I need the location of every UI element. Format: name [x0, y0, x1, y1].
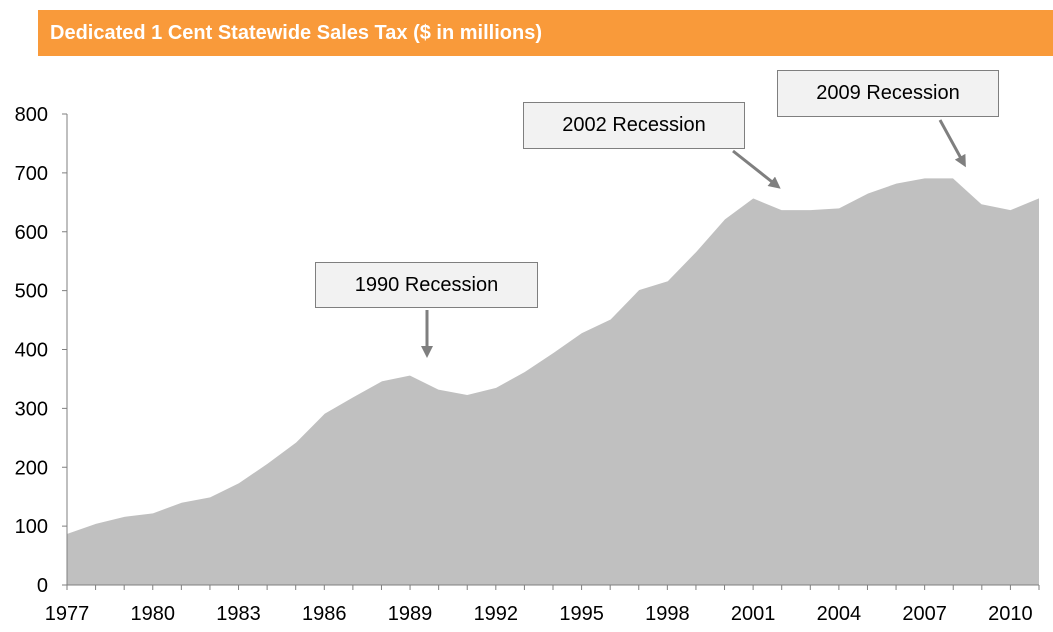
y-tick-label-300: 300	[15, 398, 48, 420]
x-tick-label-1983: 1983	[216, 603, 261, 625]
y-tick-label-100: 100	[15, 516, 48, 538]
y-tick-label-800: 800	[15, 104, 48, 126]
y-tick-label-500: 500	[15, 281, 48, 303]
x-tick-label-1992: 1992	[474, 603, 519, 625]
x-tick-label-2007: 2007	[902, 603, 947, 625]
x-tick-label-1995: 1995	[559, 603, 604, 625]
x-tick-label-1986: 1986	[302, 603, 347, 625]
area-series	[67, 177, 1039, 585]
y-tick-label-0: 0	[37, 575, 48, 597]
callout-2009-recession: 2009 Recession	[777, 70, 999, 117]
chart-title: Dedicated 1 Cent Statewide Sales Tax ($ …	[50, 22, 542, 44]
x-tick-label-1989: 1989	[388, 603, 433, 625]
arrow-2002-recession	[732, 149, 781, 189]
x-tick-label-2001: 2001	[731, 603, 776, 625]
callout-2002-recession: 2002 Recession	[523, 102, 745, 149]
y-tick-label-200: 200	[15, 457, 48, 479]
callout-1990-recession: 1990 Recession	[315, 262, 538, 308]
arrow-2009-recession	[938, 119, 966, 168]
x-tick-label-1998: 1998	[645, 603, 690, 625]
x-tick-label-1980: 1980	[131, 603, 176, 625]
x-tick-label-2010: 2010	[988, 603, 1033, 625]
area-series-line	[66, 176, 1040, 534]
y-tick-label-700: 700	[15, 163, 48, 185]
x-tick-label-1977: 1977	[45, 603, 90, 625]
x-tick-label-2004: 2004	[817, 603, 862, 625]
y-tick-label-600: 600	[15, 222, 48, 244]
y-tick-label-400: 400	[15, 340, 48, 362]
chart-title-bar: Dedicated 1 Cent Statewide Sales Tax ($ …	[38, 10, 1053, 56]
